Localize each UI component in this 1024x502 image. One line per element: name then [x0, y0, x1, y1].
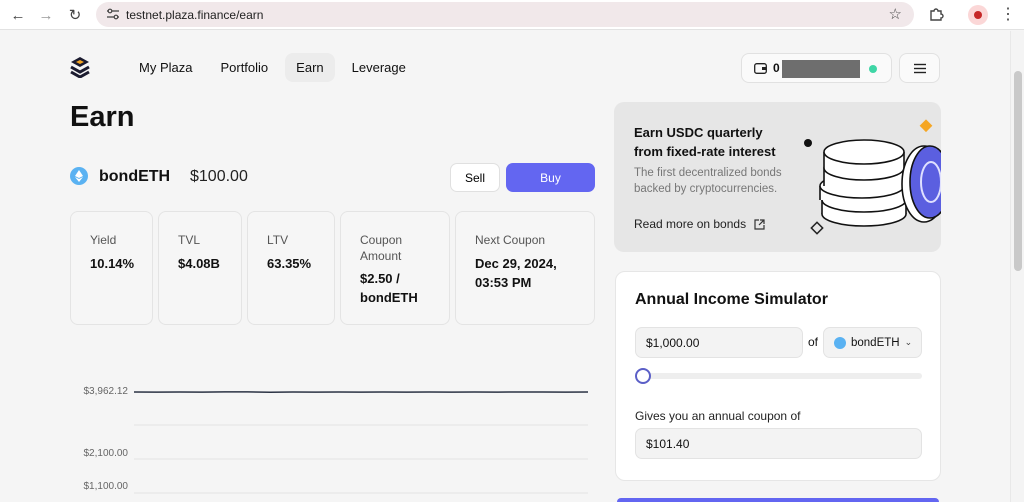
forward-arrow-icon[interactable]: →	[38, 6, 54, 24]
hamburger-icon	[913, 63, 926, 73]
coins-illustration-icon	[804, 119, 941, 235]
scrollbar-thumb[interactable]	[1014, 71, 1022, 271]
stat-value: $2.50 / bondETH	[360, 271, 418, 305]
tab-leverage[interactable]: Leverage	[351, 60, 406, 75]
token-select-value: bondETH	[851, 336, 900, 349]
ethereum-icon	[70, 167, 88, 185]
income-simulator-card: Annual Income Simulator of bondETH ⌄ Giv…	[615, 271, 941, 481]
stat-value: $4.08B	[178, 256, 220, 271]
read-more-link[interactable]: Read more on bonds	[634, 217, 765, 231]
menu-button[interactable]	[899, 53, 940, 83]
plaza-logo-icon[interactable]	[70, 56, 90, 78]
address-bar[interactable]: testnet.plaza.finance/earn ☆	[96, 2, 914, 27]
stat-label: TVL	[178, 233, 201, 247]
stat-card-coupon-amount: Coupon Amount $2.50 / bondETH	[340, 211, 450, 325]
stat-card-tvl: TVL $4.08B	[158, 211, 242, 325]
chevron-down-icon: ⌄	[904, 337, 913, 347]
stat-label: Next Coupon	[475, 233, 546, 247]
simulator-title: Annual Income Simulator	[635, 291, 828, 308]
price-chart[interactable]: $3,962.12 $2,100.00 $1,100.00	[70, 375, 600, 502]
annual-coupon-output: $101.40	[635, 428, 922, 459]
y-tick-label: $3,962.12	[84, 386, 129, 397]
tab-earn[interactable]: Earn	[285, 53, 335, 82]
buy-button[interactable]: Buy	[506, 163, 595, 192]
stat-value: 10.14%	[90, 256, 135, 271]
amount-slider-thumb[interactable]	[635, 368, 651, 384]
read-more-label: Read more on bonds	[634, 217, 747, 231]
page-scrollbar[interactable]	[1010, 31, 1024, 502]
stat-card-next-coupon: Next Coupon Dec 29, 2024, 03:53 PM	[455, 211, 595, 325]
tab-my-plaza[interactable]: My Plaza	[139, 60, 193, 75]
browser-toolbar: ← → ↻ testnet.plaza.finance/earn ☆ ⋮	[0, 0, 1024, 30]
of-label: of	[808, 335, 819, 349]
y-tick-label: $2,100.00	[84, 448, 129, 459]
profile-avatar-icon[interactable]	[968, 5, 988, 25]
result-label: Gives you an annual coupon of	[635, 409, 801, 423]
stat-label: Coupon Amount	[360, 233, 403, 263]
amount-input[interactable]	[635, 327, 803, 358]
token-select[interactable]: bondETH ⌄	[823, 327, 922, 358]
redacted-address	[782, 60, 860, 78]
connection-status-dot	[869, 65, 877, 73]
stat-card-ltv: LTV 63.35%	[247, 211, 335, 325]
stat-label: LTV	[267, 233, 289, 247]
promo-title: Earn USDC quarterly from fixed-rate inte…	[634, 125, 776, 159]
stat-value: 63.35%	[267, 256, 312, 271]
main-navigation: My Plaza Portfolio Earn Leverage	[128, 53, 417, 82]
stat-label: Yield	[90, 233, 117, 247]
token-name: bondETH	[99, 168, 171, 185]
stat-value: Dec 29, 2024, 03:53 PM	[475, 256, 557, 290]
reload-icon[interactable]: ↻	[68, 7, 82, 24]
y-tick-label: $1,100.00	[84, 481, 129, 492]
amount-slider-track[interactable]	[635, 373, 922, 379]
token-price: $100.00	[190, 168, 248, 185]
bookmark-star-icon[interactable]: ☆	[888, 6, 902, 23]
action-button-edge[interactable]	[617, 498, 939, 502]
wallet-balance: 0	[773, 61, 780, 75]
url-text: testnet.plaza.finance/earn	[126, 8, 264, 22]
extensions-puzzle-icon[interactable]	[928, 6, 944, 22]
browser-menu-icon[interactable]: ⋮	[1000, 6, 1016, 23]
page-title: Earn	[70, 101, 135, 133]
promo-description: The first decentralized bonds backed by …	[634, 167, 782, 195]
ethereum-icon	[834, 336, 846, 349]
wallet-button[interactable]: 0	[741, 53, 892, 83]
sell-button[interactable]: Sell	[450, 163, 500, 192]
tab-portfolio[interactable]: Portfolio	[220, 60, 269, 75]
stat-card-yield: Yield 10.14%	[70, 211, 153, 325]
external-link-icon	[754, 218, 765, 230]
wallet-icon	[754, 63, 767, 74]
back-arrow-icon[interactable]: ←	[10, 6, 26, 24]
promo-card: Earn USDC quarterly from fixed-rate inte…	[614, 102, 941, 252]
site-settings-icon[interactable]	[106, 8, 120, 21]
